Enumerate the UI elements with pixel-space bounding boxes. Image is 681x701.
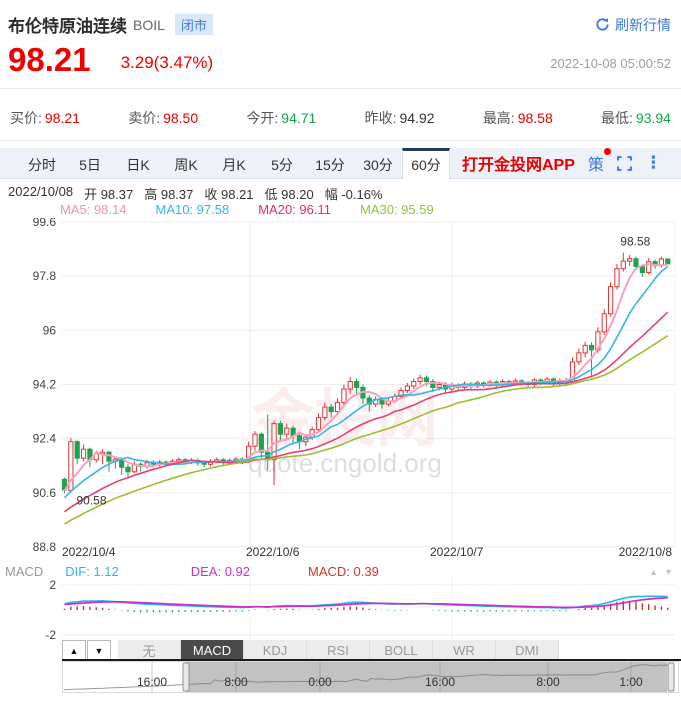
ma5-label: MA5: 98.14	[60, 202, 127, 217]
candle-range: 幅 -0.16%	[324, 187, 383, 202]
tab-5min[interactable]: 5分	[271, 156, 293, 173]
price-change: 3.29(3.47%)	[120, 53, 214, 72]
bid-price: 买价: 98.21	[10, 109, 80, 126]
svg-text:2022/10/6: 2022/10/6	[246, 545, 300, 559]
ma20-label: MA20: 96.11	[258, 202, 331, 217]
market-status-badge: 闭市	[174, 14, 213, 35]
macd-value: MACD: 0.39	[308, 564, 379, 579]
svg-text:16:00: 16:00	[425, 675, 455, 689]
instrument-symbol: BOIL	[133, 16, 165, 33]
svg-text:16:00: 16:00	[137, 675, 167, 689]
zoom-out-button[interactable]: ▼	[87, 640, 111, 661]
pane-up-arrow-icon[interactable]: ▲	[649, 566, 659, 577]
divider	[0, 88, 681, 89]
day-low: 最低: 93.94	[601, 109, 671, 126]
dif-value: DIF: 1.12	[65, 564, 119, 579]
price-row: 98.21 3.29(3.47%) 2022-10-08 05:00:52	[8, 42, 671, 78]
open-price: 今开: 94.71	[246, 109, 317, 126]
instrument-title: 布伦特原油连续	[8, 17, 127, 36]
tab-monthly-k[interactable]: 月K	[222, 156, 246, 173]
more-menu-icon[interactable]: ⋮	[644, 153, 662, 172]
day-high: 最高: 98.58	[482, 109, 553, 126]
svg-text:97.8: 97.8	[33, 269, 57, 283]
svg-text:2022/10/7: 2022/10/7	[430, 545, 484, 559]
candle-open: 开 98.37	[84, 187, 134, 202]
pane-resize-arrows: ▲ ▼	[649, 567, 673, 577]
svg-text:0:00: 0:00	[308, 675, 332, 689]
svg-text:2022/10/8: 2022/10/8	[619, 545, 673, 559]
svg-text:98.58: 98.58	[620, 235, 650, 249]
refresh-icon	[595, 17, 610, 32]
candle-low: 低 98.20	[264, 187, 314, 202]
svg-text:90.58: 90.58	[77, 493, 107, 507]
indicator-controls: ▲ ▼ 无 MACD KDJ RSI BOLL WR DMI	[62, 640, 559, 661]
svg-text:1:00: 1:00	[619, 675, 643, 689]
candlestick-chart[interactable]: 99.697.89694.292.490.688.8金投网quote.cngol…	[0, 218, 681, 563]
navigator-top-border	[62, 659, 681, 661]
svg-text:8:00: 8:00	[224, 675, 248, 689]
strategy-button[interactable]: 策	[588, 148, 611, 175]
tab-5day[interactable]: 5日	[79, 156, 101, 173]
last-price: 98.21	[8, 41, 91, 78]
tab-timeline[interactable]: 分时	[28, 156, 56, 173]
zoom-in-button[interactable]: ▲	[62, 640, 86, 661]
indicator-tab-dmi[interactable]: DMI	[496, 640, 559, 661]
indicator-tab-macd[interactable]: MACD	[181, 640, 244, 661]
svg-text:quote.cngold.org: quote.cngold.org	[248, 448, 442, 478]
svg-text:-2: -2	[45, 628, 56, 642]
candle-high: 高 98.37	[144, 187, 194, 202]
tab-weekly-k[interactable]: 周K	[174, 156, 198, 173]
svg-text:92.4: 92.4	[33, 432, 57, 446]
macd-label-row: MACD DIF: 1.12 DEA: 0.92 MACD: 0.39 ▲ ▼	[5, 564, 673, 579]
prev-close: 昨收: 94.92	[364, 109, 435, 126]
dea-value: DEA: 0.92	[190, 564, 251, 579]
pane-down-arrow-icon[interactable]: ▼	[664, 566, 673, 577]
indicator-tab-none[interactable]: 无	[118, 640, 181, 661]
ask-price: 卖价: 98.50	[128, 109, 199, 126]
svg-text:94.2: 94.2	[33, 378, 57, 392]
tab-30min[interactable]: 30分	[363, 156, 393, 173]
divider	[0, 140, 681, 141]
svg-text:2022/10/4: 2022/10/4	[62, 545, 116, 559]
macd-pane-title: MACD	[5, 564, 44, 579]
tab-60min[interactable]: 60分	[402, 148, 450, 179]
ma-labels: MA5: 98.14 MA10: 97.58 MA20: 96.11 MA30:…	[60, 202, 434, 217]
svg-text:2: 2	[49, 578, 56, 592]
ma30-label: MA30: 95.59	[359, 202, 434, 217]
range-navigator[interactable]: 16:00 8:00 0:00 16:00 8:00 1:00	[62, 661, 679, 694]
svg-text:90.6: 90.6	[33, 486, 57, 500]
tab-15min[interactable]: 15分	[315, 156, 345, 173]
ma10-label: MA10: 97.58	[155, 202, 230, 217]
tab-daily-k[interactable]: 日K	[126, 156, 150, 173]
quote-bar: 买价: 98.21 卖价: 98.50 今开: 94.71 昨收: 94.92 最高: 9…	[0, 95, 681, 140]
candle-close: 收 98.21	[204, 187, 254, 202]
indicator-tab-boll[interactable]: BOLL	[370, 640, 433, 661]
header: 布伦特原油连续 BOIL 闭市 刷新行情	[8, 12, 671, 37]
quote-timestamp: 2022-10-08 05:00:52	[550, 56, 671, 71]
refresh-label: 刷新行情	[615, 16, 671, 33]
indicator-tabs: 无 MACD KDJ RSI BOLL WR DMI	[118, 640, 559, 661]
macd-chart[interactable]: 2 -2	[0, 576, 681, 644]
notification-dot	[603, 148, 611, 155]
period-tabbar: 分时 5日 日K 周K 月K 5分 15分 30分 60分 打开金投网APP 策…	[0, 148, 681, 179]
svg-text:99.6: 99.6	[33, 218, 57, 229]
indicator-tab-wr[interactable]: WR	[433, 640, 496, 661]
svg-text:8:00: 8:00	[536, 675, 560, 689]
indicator-tab-kdj[interactable]: KDJ	[244, 640, 307, 661]
svg-text:88.8: 88.8	[33, 540, 57, 554]
fullscreen-icon[interactable]	[617, 155, 632, 171]
candle-date: 2022/10/08	[8, 184, 74, 199]
candle-info-line: 2022/10/08 开 98.37 高 98.37 收 98.21 低 98.…	[8, 184, 383, 203]
tabbar-right-tools: 打开金投网APP 策 ⋮	[462, 148, 670, 178]
svg-text:96: 96	[43, 323, 57, 337]
refresh-quotes-button[interactable]: 刷新行情	[595, 15, 671, 35]
open-app-link[interactable]: 打开金投网APP	[462, 157, 575, 174]
indicator-tab-rsi[interactable]: RSI	[307, 640, 370, 661]
